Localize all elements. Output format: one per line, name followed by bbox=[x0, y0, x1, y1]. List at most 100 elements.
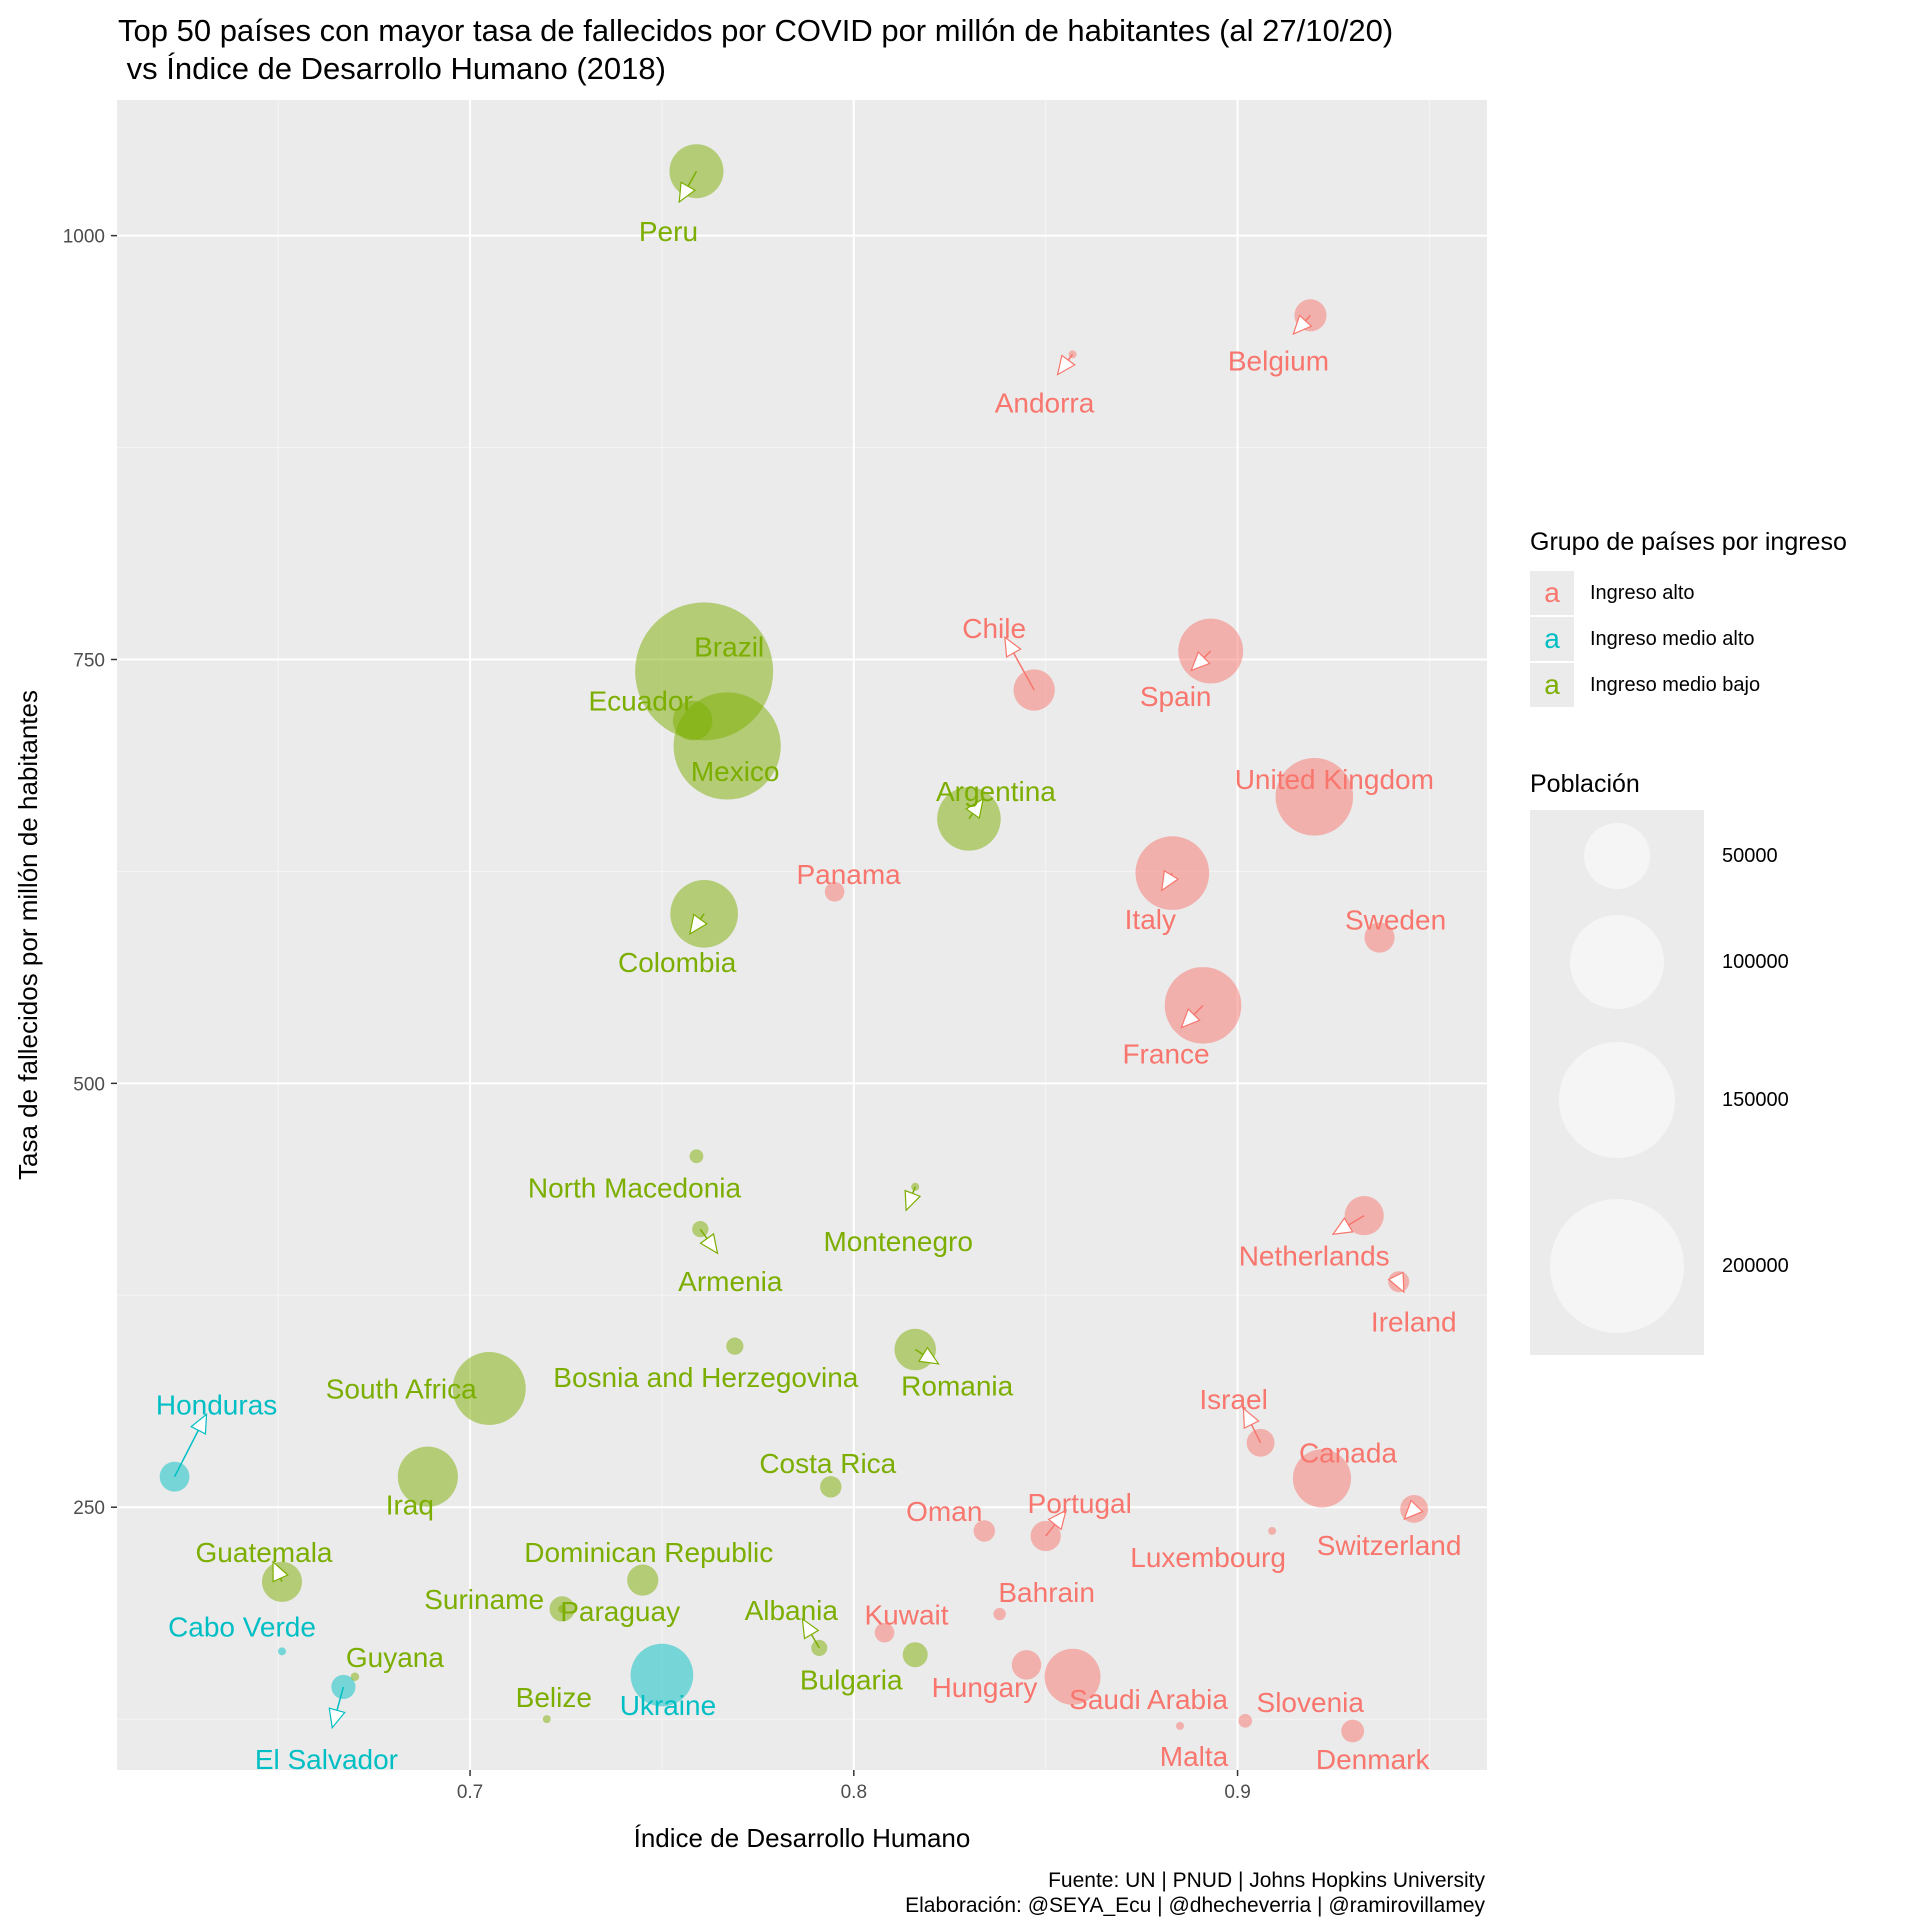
axis-ticks: 0.7 0.8 0.9 250 500 750 1000 bbox=[63, 227, 1251, 1803]
point-oman bbox=[973, 1520, 995, 1542]
point-canada bbox=[1292, 1449, 1352, 1508]
label-hungary: Hungary bbox=[932, 1672, 1038, 1703]
label-armenia: Armenia bbox=[678, 1266, 783, 1297]
arrow-head-armenia bbox=[699, 1232, 719, 1255]
arrow-head-argentina bbox=[965, 797, 985, 820]
label-guyana: Guyana bbox=[346, 1642, 444, 1673]
arrow-head-chile bbox=[1004, 635, 1022, 658]
size-legend-label-200000: 200000 bbox=[1722, 1255, 1789, 1277]
caption-source: Fuente: UN | PNUD | Johns Hopkins Univer… bbox=[1048, 1869, 1485, 1892]
point-sweden bbox=[1364, 922, 1395, 953]
legend-key-background bbox=[1530, 617, 1574, 661]
label-canada: Canada bbox=[1299, 1437, 1398, 1468]
point-south-africa bbox=[452, 1352, 526, 1426]
size-legend-circle-50000 bbox=[1584, 823, 1650, 889]
label-united-kingdom: United Kingdom bbox=[1235, 764, 1434, 795]
point-dominican-republic bbox=[627, 1564, 659, 1596]
point-kuwait bbox=[874, 1622, 895, 1643]
point-belize bbox=[542, 1715, 551, 1724]
x-tick-label: 0.7 bbox=[457, 1782, 483, 1803]
label-belgium: Belgium bbox=[1228, 345, 1329, 376]
point-ecuador bbox=[672, 700, 713, 741]
x-axis-title: Índice de Desarrollo Humano bbox=[634, 1823, 971, 1853]
y-axis-title: Tasa de fallecidos por millón de habitan… bbox=[13, 690, 43, 1180]
size-legend-label-100000: 100000 bbox=[1722, 951, 1789, 973]
point-saudi-arabia bbox=[1044, 1648, 1101, 1705]
arrow-head-guatemala bbox=[272, 1560, 289, 1583]
arrow-head-portugal bbox=[1047, 1509, 1067, 1531]
label-brazil: Brazil bbox=[694, 631, 764, 662]
point-bahrain bbox=[993, 1607, 1006, 1621]
label-argentina: Argentina bbox=[936, 776, 1056, 807]
legend-size-title: Población bbox=[1530, 770, 1640, 798]
label-peru: Peru bbox=[639, 216, 698, 247]
size-legend-background bbox=[1530, 810, 1704, 1355]
label-switzerland: Switzerland bbox=[1317, 1530, 1462, 1561]
arrow-head-peru bbox=[678, 181, 697, 204]
label-albania: Albania bbox=[745, 1595, 839, 1626]
size-legend-circle-100000 bbox=[1570, 915, 1664, 1009]
point-united-kingdom bbox=[1275, 758, 1354, 836]
arrow-head-montenegro bbox=[904, 1189, 922, 1212]
point-hungary bbox=[1011, 1650, 1042, 1680]
label-kuwait: Kuwait bbox=[864, 1600, 948, 1631]
point-denmark bbox=[1341, 1719, 1365, 1743]
label-bulgaria: Bulgaria bbox=[800, 1665, 903, 1696]
label-iraq: Iraq bbox=[386, 1490, 434, 1521]
label-guatemala: Guatemala bbox=[196, 1537, 333, 1568]
label-suriname: Suriname bbox=[424, 1584, 544, 1615]
legend-key-background bbox=[1530, 571, 1574, 615]
legend-key-ingreso-alto: a bbox=[1544, 577, 1560, 608]
caption: Fuente: UN | PNUD | Johns Hopkins Univer… bbox=[905, 1868, 1485, 1918]
arrow-head-andorra bbox=[1056, 354, 1076, 376]
arrow-head-switzerland bbox=[1403, 1499, 1424, 1521]
label-colombia: Colombia bbox=[618, 947, 737, 978]
label-andorra: Andorra bbox=[995, 387, 1095, 418]
caption-credits: Elaboración: @SEYA_Ecu | @dhecheverria |… bbox=[905, 1894, 1485, 1917]
point-malta bbox=[1175, 1721, 1184, 1730]
size-legend-label-150000: 150000 bbox=[1722, 1089, 1789, 1111]
legend-label-ingreso-medio-alto: Ingreso medio alto bbox=[1590, 628, 1755, 650]
point-iraq bbox=[397, 1446, 458, 1507]
point-bulgaria bbox=[902, 1642, 928, 1668]
size-legend-circle-150000 bbox=[1559, 1042, 1675, 1158]
label-panama: Panama bbox=[796, 859, 901, 890]
grid-lines bbox=[117, 100, 1487, 1770]
size-legend-circles bbox=[1550, 823, 1684, 1333]
label-mexico: Mexico bbox=[691, 756, 780, 787]
label-italy: Italy bbox=[1125, 904, 1176, 935]
label-honduras: Honduras bbox=[156, 1390, 277, 1421]
label-arrows bbox=[173, 170, 1424, 1730]
label-netherlands: Netherlands bbox=[1239, 1241, 1390, 1272]
y-tick-label: 250 bbox=[73, 1498, 105, 1519]
arrow-head-albania bbox=[801, 1617, 820, 1640]
point-cabo-verde bbox=[278, 1647, 287, 1656]
size-legend-label-50000: 50000 bbox=[1722, 845, 1778, 867]
label-portugal: Portugal bbox=[1028, 1488, 1132, 1519]
y-tick-label: 1000 bbox=[63, 227, 105, 248]
label-ireland: Ireland bbox=[1371, 1307, 1457, 1338]
plot-panel bbox=[117, 100, 1487, 1770]
point-france bbox=[1164, 967, 1242, 1044]
label-paraguay: Paraguay bbox=[560, 1596, 680, 1627]
label-oman: Oman bbox=[906, 1496, 982, 1527]
arrow-head-netherlands bbox=[1331, 1217, 1354, 1236]
point-ukraine bbox=[630, 1643, 694, 1707]
legend-label-ingreso-medio-bajo: Ingreso medio bajo bbox=[1590, 674, 1761, 696]
legend-key-ingreso-medio-bajo: a bbox=[1544, 669, 1560, 700]
arrow-head-italy bbox=[1161, 869, 1180, 892]
point-panama bbox=[824, 881, 845, 902]
point-guyana bbox=[350, 1672, 360, 1681]
size-legend-circle-200000 bbox=[1550, 1199, 1684, 1333]
label-sweden: Sweden bbox=[1345, 905, 1446, 936]
label-luxembourg: Luxembourg bbox=[1130, 1542, 1286, 1573]
y-tick-label: 500 bbox=[73, 1074, 105, 1095]
chart-title: Top 50 países con mayor tasa de fallecid… bbox=[118, 13, 1394, 86]
legend-key-background bbox=[1530, 663, 1574, 707]
label-belize: Belize bbox=[516, 1682, 592, 1713]
arrow-head-el-salvador bbox=[328, 1707, 346, 1730]
point-costa-rica bbox=[820, 1476, 842, 1498]
arrow-head-belgium bbox=[1292, 314, 1313, 336]
arrow-head-israel bbox=[1242, 1407, 1260, 1430]
